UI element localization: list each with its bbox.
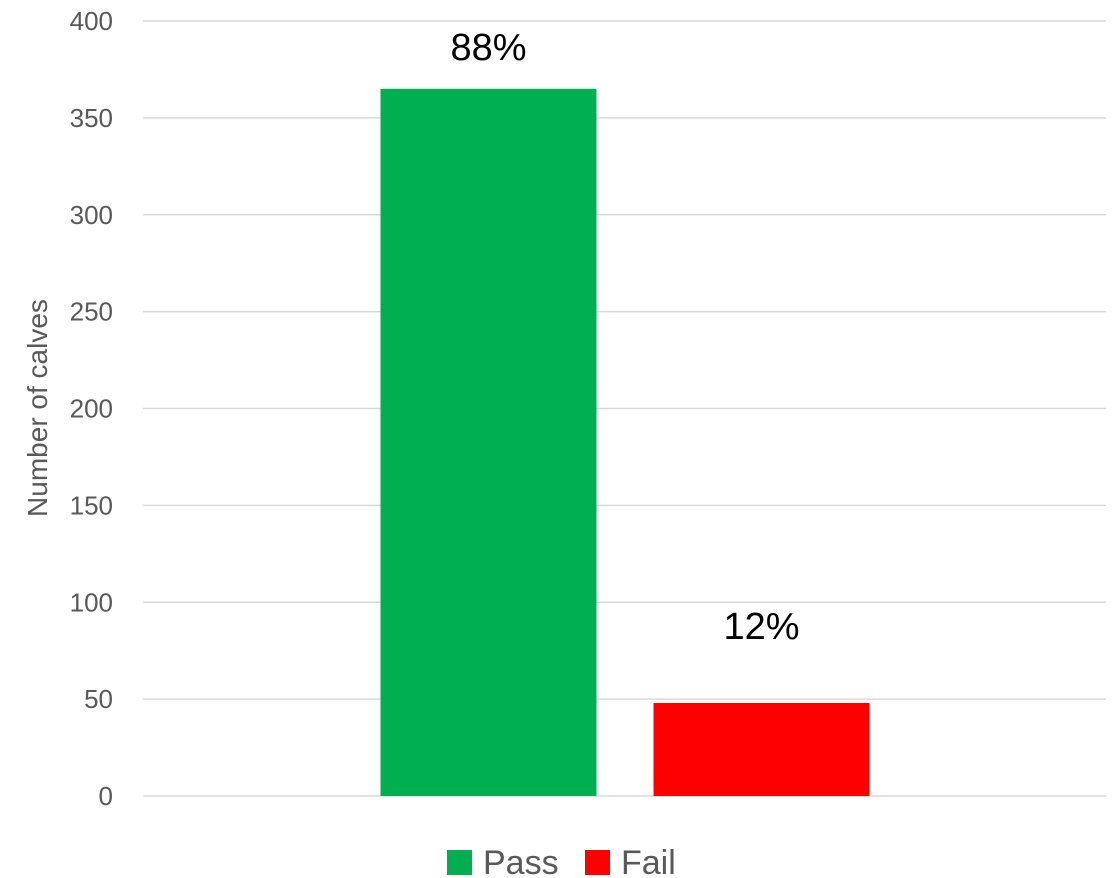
legend: Pass Fail xyxy=(447,844,676,878)
bars xyxy=(380,88,870,796)
y-tick-label: 400 xyxy=(70,6,113,36)
gridlines xyxy=(143,20,1106,797)
data-label-pass: 88% xyxy=(450,27,526,69)
y-tick-label: 50 xyxy=(84,684,113,714)
y-axis-title: Number of calves xyxy=(22,299,53,517)
y-tick-label: 300 xyxy=(70,200,113,230)
bar-pass xyxy=(380,88,597,796)
y-tick-label: 350 xyxy=(70,103,113,133)
legend-label-pass: Pass xyxy=(483,844,559,878)
y-tick-label: 200 xyxy=(70,394,113,424)
y-axis-ticks: 0 50 100 150 200 250 300 350 400 xyxy=(70,6,113,811)
legend-swatch-pass xyxy=(447,850,472,875)
y-tick-label: 0 xyxy=(99,781,113,811)
y-tick-label: 250 xyxy=(70,297,113,327)
y-tick-label: 100 xyxy=(70,587,113,617)
legend-label-fail: Fail xyxy=(621,844,676,878)
legend-swatch-fail xyxy=(585,850,610,875)
bar-fail xyxy=(653,703,870,796)
y-tick-label: 150 xyxy=(70,490,113,520)
data-labels: 88% 12% xyxy=(450,27,799,648)
data-label-fail: 12% xyxy=(723,606,799,648)
